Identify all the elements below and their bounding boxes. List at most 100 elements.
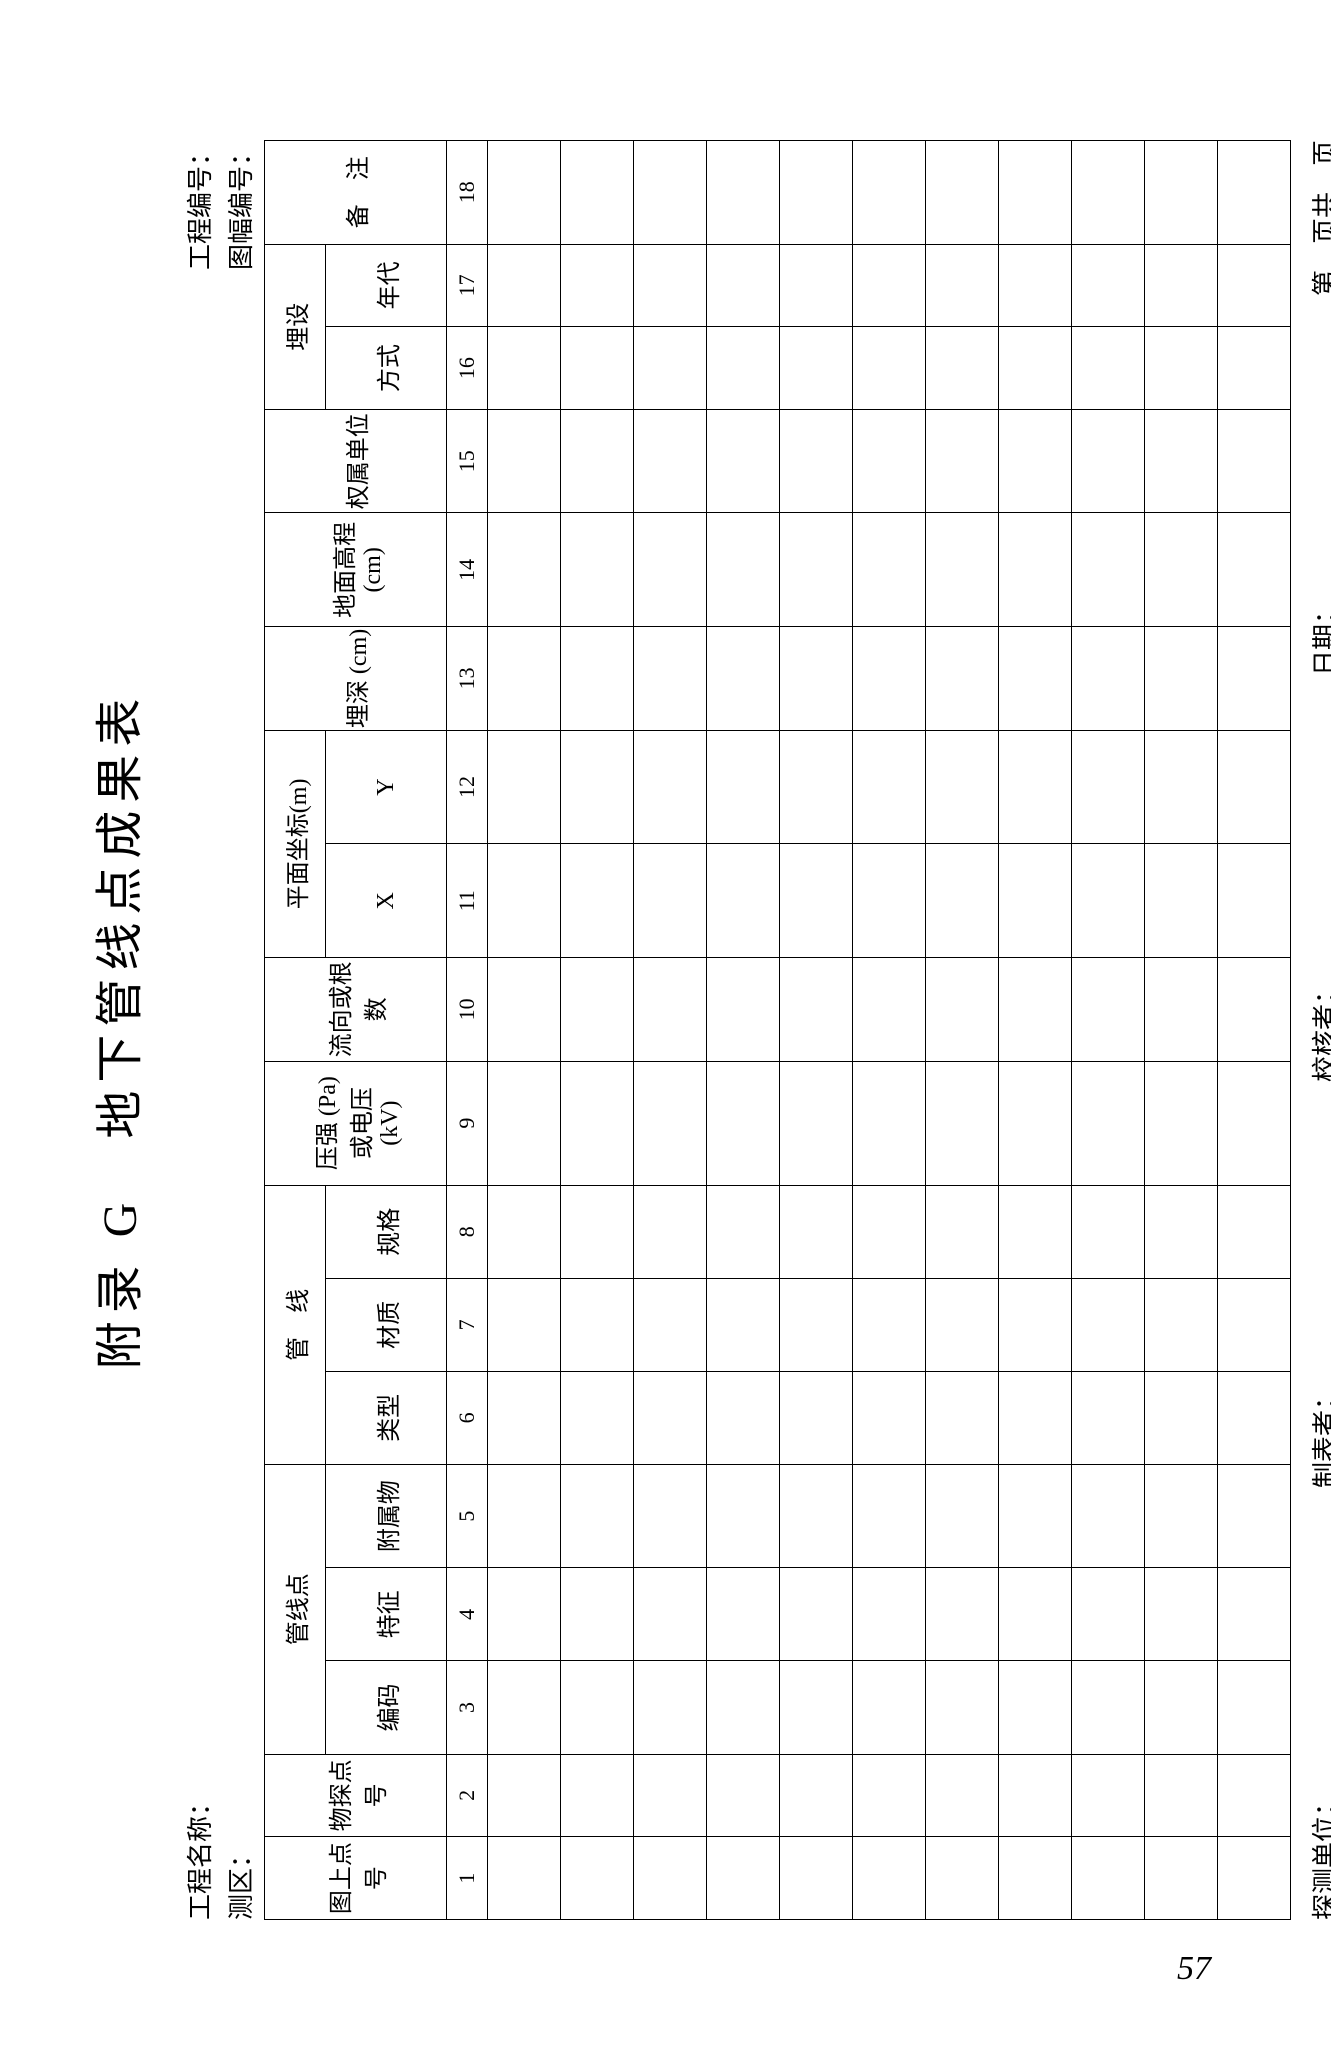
table-cell [999,1061,1072,1185]
table-cell [1218,958,1291,1061]
table-cell [780,244,853,327]
page-number: 57 [1177,1950,1211,1988]
table-cell [1218,513,1291,627]
table-cell [780,1278,853,1371]
table-cell [634,513,707,627]
table-cell [561,627,634,730]
table-cell [853,1185,926,1278]
table-cell [780,1837,853,1920]
table-cell [1218,1568,1291,1661]
col-feature: 特征 [326,1568,447,1661]
meta-row-2: 测区： 图幅编号： [221,140,258,1920]
table-cell [780,1185,853,1278]
table-cell [561,410,634,513]
idx-18: 18 [447,141,488,245]
table-cell [1218,410,1291,513]
table-cell [1072,1371,1145,1464]
table-cell [634,958,707,1061]
table-cell [561,141,634,245]
table-cell [999,730,1072,844]
col-x: X [326,844,447,958]
table-cell [488,327,561,410]
idx-17: 17 [447,244,488,327]
table-cell [634,141,707,245]
table-cell [999,1464,1072,1567]
table-cell [1218,1464,1291,1567]
header-index-row: 1 2 3 4 5 6 7 8 9 10 11 12 13 14 15 16 1 [447,141,488,1920]
table-cell [488,410,561,513]
table-cell [926,958,999,1061]
idx-7: 7 [447,1278,488,1371]
table-cell [1072,1661,1145,1754]
table-cell [561,1464,634,1567]
table-cell [488,244,561,327]
table-cell [707,141,780,245]
table-cell [561,1568,634,1661]
table-cell [926,1568,999,1661]
table-cell [707,1464,780,1567]
table-cell [1145,1371,1218,1464]
col-y: Y [326,730,447,844]
table-row [853,141,926,1920]
table-cell [999,410,1072,513]
table-cell [1072,627,1145,730]
meta-sheet-number: 图幅编号： [221,140,258,270]
table-cell [780,730,853,844]
table-cell [1072,1185,1145,1278]
table-cell [707,730,780,844]
table-cell [926,1754,999,1837]
table-cell [1145,1464,1218,1567]
table-cell [1145,1185,1218,1278]
table-cell [926,627,999,730]
table-cell [1072,410,1145,513]
idx-16: 16 [447,327,488,410]
table-cell [561,1661,634,1754]
table-cell [707,1278,780,1371]
table-cell [999,1754,1072,1837]
idx-12: 12 [447,730,488,844]
col-spec: 规格 [326,1185,447,1278]
table-row [1145,141,1218,1920]
table-cell [634,1278,707,1371]
table-cell [926,1185,999,1278]
col-bury-method: 方式 [326,327,447,410]
table-row [999,141,1072,1920]
table-cell [853,327,926,410]
table-cell [1072,1754,1145,1837]
table-row [488,141,561,1920]
table-cell [488,141,561,245]
table-row [634,141,707,1920]
table-cell [1218,844,1291,958]
meta-project-name: 工程名称： [180,1790,217,1920]
table-cell [634,1185,707,1278]
table-cell [634,410,707,513]
table-cell [1218,141,1291,245]
table-cell [1072,513,1145,627]
table-cell [1145,844,1218,958]
table-cell [999,1278,1072,1371]
table-cell [488,1371,561,1464]
table-cell [999,627,1072,730]
table-cell [853,1061,926,1185]
table-cell [1145,1061,1218,1185]
idx-4: 4 [447,1568,488,1661]
table-cell [707,1837,780,1920]
table-cell [853,141,926,245]
idx-6: 6 [447,1371,488,1464]
table-cell [561,730,634,844]
colgrp-bury: 埋设 [265,244,326,409]
table-cell [1218,1371,1291,1464]
table-cell [561,1837,634,1920]
idx-11: 11 [447,844,488,958]
table-cell [1072,1568,1145,1661]
table-cell [999,844,1072,958]
table-row [780,141,853,1920]
table-cell [707,513,780,627]
table-cell [634,1837,707,1920]
col-type: 类型 [326,1371,447,1464]
idx-15: 15 [447,410,488,513]
table-cell [561,958,634,1061]
table-cell [1072,730,1145,844]
table-cell [853,1464,926,1567]
table-cell [853,730,926,844]
